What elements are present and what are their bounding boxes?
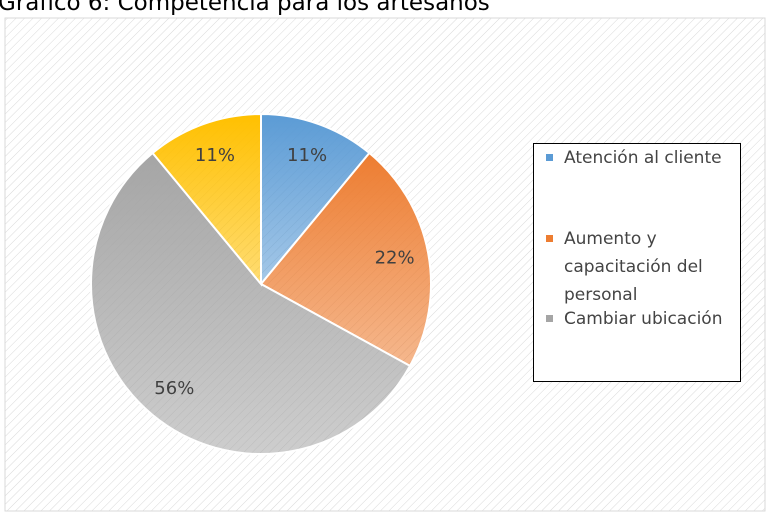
legend: Atención al cliente Aumento y capacitació… <box>533 143 741 382</box>
pie-slice <box>151 112 262 287</box>
pie-slice <box>260 112 371 287</box>
pie-slice <box>89 151 412 456</box>
legend-label: Atención al cliente <box>564 148 722 168</box>
data-label: 11% <box>195 145 235 166</box>
legend-swatch <box>546 235 553 242</box>
data-label: 56% <box>154 378 194 399</box>
legend-label: Cambiar ubicación <box>564 309 723 329</box>
legend-swatch <box>546 315 553 322</box>
data-label: 11% <box>287 145 327 166</box>
pie-slice <box>259 151 432 368</box>
chart-title: Gráfico 6: Competencia para los artesano… <box>0 0 490 16</box>
legend-swatch <box>546 154 553 161</box>
data-label: 22% <box>375 248 415 269</box>
legend-label: Aumento y capacitación del personal <box>564 229 703 305</box>
